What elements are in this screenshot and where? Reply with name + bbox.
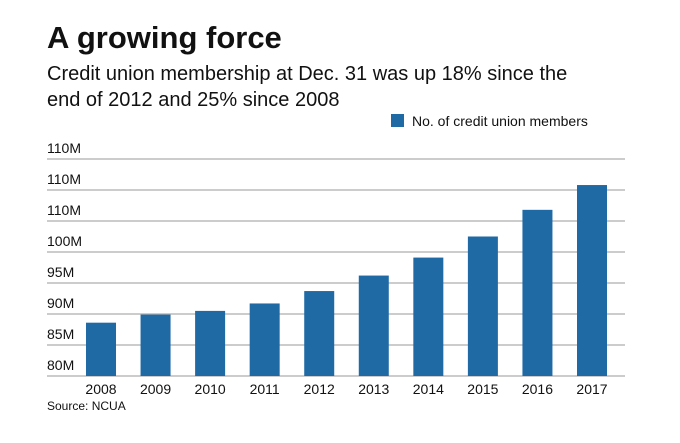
bar (86, 322, 116, 376)
bar (522, 209, 553, 376)
chart-subtitle: Credit union membership at Dec. 31 was u… (47, 63, 567, 85)
bar (249, 303, 280, 376)
bar (304, 291, 335, 376)
x-tick-label: 2017 (576, 381, 607, 397)
y-tick-label: 90M (47, 295, 74, 311)
x-tick-label: 2016 (522, 381, 553, 397)
y-tick-label: 80M (47, 357, 74, 373)
x-tick-label: 2010 (195, 381, 226, 397)
chart-subtitle: end of 2012 and 25% since 2008 (47, 89, 339, 111)
bar (140, 314, 171, 376)
y-tick-label: 100M (47, 233, 82, 249)
bar (413, 257, 444, 376)
bar (467, 236, 498, 376)
x-tick-label: 2015 (467, 381, 498, 397)
legend-label: No. of credit union members (412, 113, 588, 129)
chart-title: A growing force (47, 20, 282, 55)
x-tick-label: 2008 (85, 381, 116, 397)
x-tick-label: 2011 (250, 381, 280, 397)
source: Source: NCUA (47, 399, 126, 413)
y-tick-label: 85M (47, 326, 74, 342)
x-tick-label: 2012 (304, 381, 335, 397)
bar (577, 185, 607, 376)
bar (195, 310, 226, 376)
y-tick-label: 95M (47, 264, 74, 280)
bar (358, 275, 389, 376)
x-tick-label: 2009 (140, 381, 171, 397)
legend-swatch (391, 114, 404, 127)
y-tick-label: 110M (47, 202, 81, 218)
y-tick-label: 110M (47, 140, 81, 156)
x-tick-label: 2014 (413, 381, 444, 397)
x-tick-label: 2013 (358, 381, 389, 397)
y-tick-label: 110M (47, 171, 81, 187)
